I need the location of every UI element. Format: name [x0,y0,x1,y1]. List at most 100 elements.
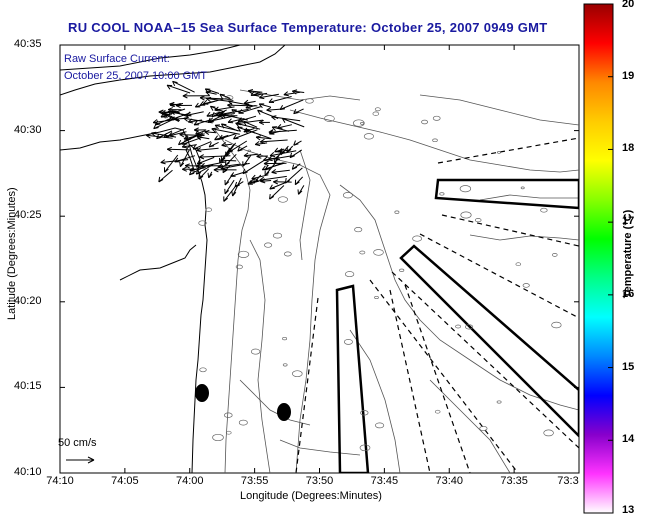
current-vector-head [295,181,300,186]
colorbar [583,3,614,514]
current-vector-head [214,135,219,140]
current-vector-head [160,159,166,163]
current-vector [193,119,210,126]
current-vector-head [220,159,225,164]
current-vector-head [274,147,279,153]
current-vector-head [167,109,173,113]
current-vector-head [227,104,233,108]
bathymetry-blob [225,430,232,435]
colorbar-label: Temperature (°C) [622,209,634,299]
current-vector [256,136,271,140]
current-vector-head [207,120,214,123]
bathymetry-blob [238,419,248,426]
current-vector [255,142,268,145]
current-vector [179,134,205,136]
current-vector [238,106,262,114]
current-vector-head [156,136,162,140]
long-island-coastline [60,45,286,96]
y-tick-label: 40:30 [14,123,42,136]
current-vector-head [228,100,233,106]
current-vector [167,148,191,151]
current-vector [232,177,242,197]
current-vector-head [266,107,272,111]
current-vector [219,133,236,140]
current-vector-head [153,127,159,130]
current-vector-head [255,144,261,147]
bathymetry-blob [277,196,288,203]
current-vector-head [244,129,248,134]
current-vector-head [199,97,205,101]
bathymetry-blob [292,370,303,378]
current-vector-head [268,129,274,133]
current-vector [292,90,305,93]
current-vector-head [261,165,266,171]
bathymetry-blob [205,207,212,212]
current-vector [166,84,191,94]
bathymetry-blob [434,409,441,414]
current-vector-head [279,104,284,110]
current-vector-head [264,172,270,176]
current-vector-head [243,155,249,158]
bathymetry-blob [324,115,335,122]
current-vector-head [193,127,199,131]
current-vector-head [178,143,184,146]
current-vector-head [267,159,273,162]
current-vector-head [167,111,172,116]
current-vector [210,105,225,113]
current-vector-head [269,152,275,157]
current-vector-head [271,168,277,173]
bathymetry-blob [373,249,384,256]
current-vector-head [274,158,279,164]
bathymetry-blob [522,283,530,288]
current-vector [221,123,239,132]
bathymetry-blob [455,324,462,329]
current-vector-head [200,166,206,168]
current-vector-head [271,171,277,175]
bathymetry-blob [235,264,243,270]
current-vector-head [289,152,293,158]
current-vector-head [182,93,188,97]
current-vector [151,132,177,138]
current-vector [220,162,250,170]
figure-title: RU COOL NOAA–15 Sea Surface Temperature:… [68,20,548,35]
current-vector-head [277,124,282,129]
current-vector-head [146,133,152,136]
current-vector-head [237,149,243,152]
bathymetry-blob [432,115,441,121]
current-vector [220,159,237,162]
current-vector [225,142,237,157]
bathymetry-blob [264,242,273,248]
bathymetry-blob [375,422,385,429]
current-vector-head [166,148,172,153]
current-vectors [145,80,305,202]
bathymetry-blob [363,133,374,140]
current-vector-head [169,103,174,108]
y-tick-label: 40:35 [14,38,42,50]
current-vector-head [196,172,202,175]
current-vector-head [222,169,228,174]
current-vector-head [218,111,224,116]
colorbar-tick-label: 15 [622,360,635,373]
current-vector [260,139,288,143]
scale-vector-arrow [66,456,95,464]
current-vector-head [285,180,290,184]
current-vector-head [151,131,157,134]
current-vector-head [219,93,225,96]
current-vector [146,134,173,139]
current-vector-head [182,168,188,172]
current-vector-head [189,170,192,175]
current-vector [219,113,235,116]
bathymetry-blob [439,192,445,196]
current-vector-head [179,134,185,138]
bathymetry-blob [421,119,429,125]
current-vector-head [223,197,229,202]
current-vector-head [205,90,211,93]
current-vector [247,180,260,185]
current-vector-head [257,109,263,112]
current-vector-head [182,146,188,149]
current-vector [238,115,257,122]
current-vector [228,140,248,154]
current-vector [244,128,272,140]
